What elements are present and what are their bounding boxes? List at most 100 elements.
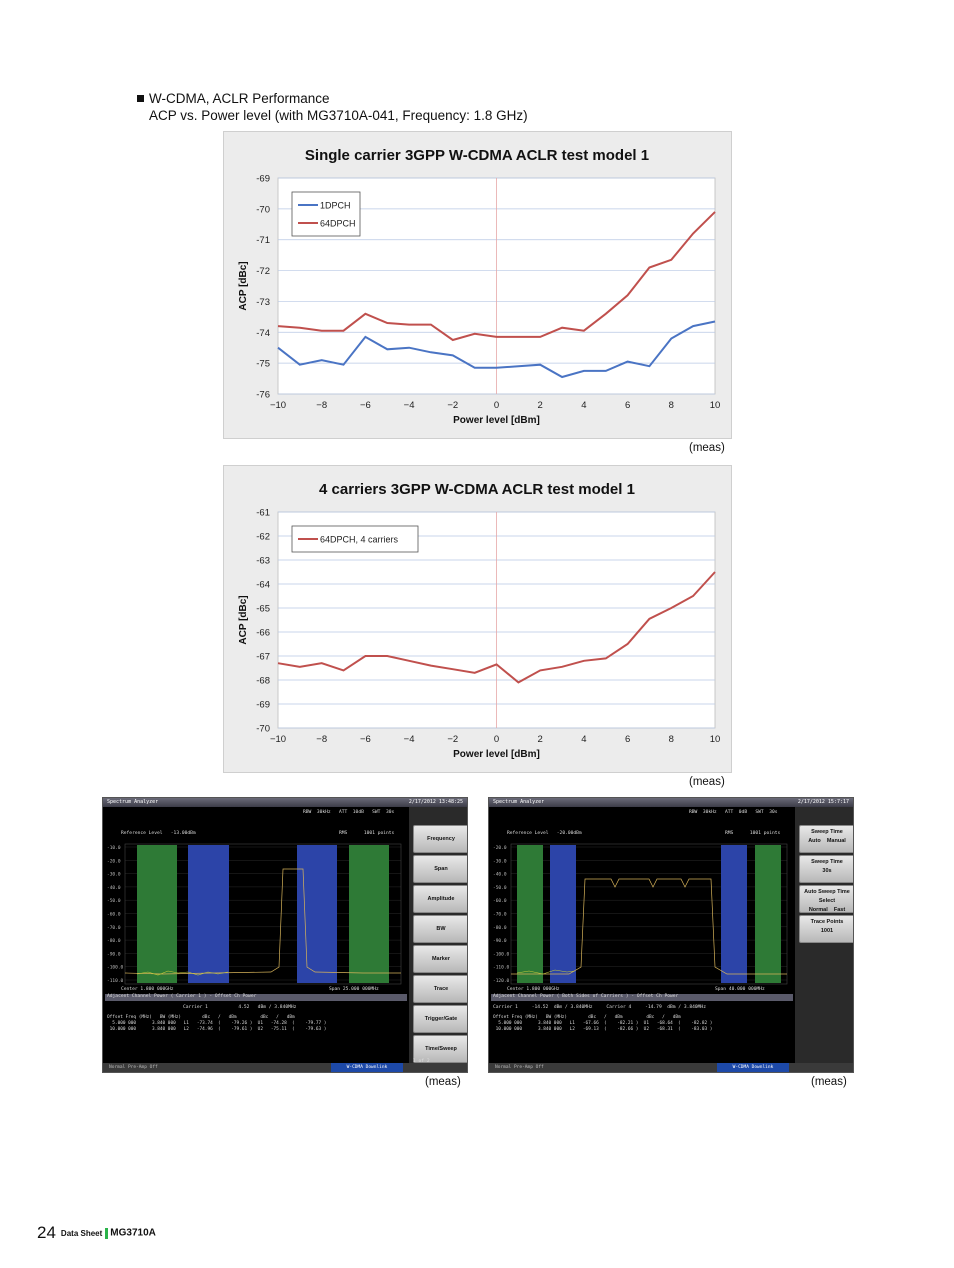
adjacent-channel-l2 [517, 845, 543, 983]
softkey-3[interactable]: Auto Sweep Time Select Normal Fast [799, 885, 853, 913]
spectrum-trace [124, 868, 401, 975]
series-line-0 [277, 320, 716, 379]
y-tick-label: -72 [256, 266, 270, 277]
screen-y-tick: -50.0 [107, 898, 121, 904]
caption-shot2: (meas) [811, 1076, 847, 1088]
screen-statusbar: Normal Pre-Amp Off W-CDMA Downlink [489, 1063, 853, 1072]
y-tick-label: -75 [256, 359, 270, 370]
page-number: 24 [37, 1223, 56, 1242]
screen-y-tick: -30.0 [107, 872, 121, 878]
y-tick-label: -68 [256, 676, 270, 687]
x-tick-label: −8 [316, 734, 327, 745]
screen-center: Center 1.800 000GHz [507, 987, 560, 992]
x-tick-label: 4 [581, 734, 586, 745]
x-tick-label: 10 [710, 400, 721, 411]
y-tick-label: -69 [256, 174, 270, 185]
screen-y-tick: -80.0 [493, 925, 507, 931]
softkey-1[interactable]: Frequency [413, 825, 467, 853]
x-tick-label: −4 [404, 734, 415, 745]
screen-y-tick: -100.0 [493, 951, 510, 957]
spectrum-trace-noise [516, 969, 576, 975]
softkey-1[interactable]: Sweep Time Auto Manual [799, 825, 853, 853]
result-title-bar: Adjacent Channel Power ( Both Sides of C… [491, 994, 793, 1001]
status-left: Normal Pre-Amp Off [109, 1065, 158, 1070]
softkey-4[interactable]: BW [413, 915, 467, 943]
screen-y-tick: -60.0 [107, 912, 121, 918]
x-tick-label: −10 [270, 734, 286, 745]
softkey-8[interactable]: Time/Sweep [413, 1035, 467, 1063]
x-tick-label: 2 [538, 734, 543, 745]
screen-y-tick: -110.0 [493, 965, 510, 971]
series-line-1 [277, 211, 716, 342]
y-tick-label: -63 [256, 556, 270, 567]
chart-single-carrier: Single carrier 3GPP W-CDMA ACLR test mod… [223, 131, 732, 439]
screen-title: Spectrum Analyzer [107, 799, 159, 805]
screen-y-tick: -40.0 [107, 885, 121, 891]
y-axis-label: ACP [dBc] [238, 261, 249, 310]
legend-label: 64DPCH [320, 219, 356, 229]
spectrum-trace [511, 878, 787, 975]
softkey-3[interactable]: Amplitude [413, 885, 467, 913]
section-heading: W-CDMA, ACLR Performance ACP vs. Power l… [137, 90, 528, 124]
screen-y-tick: -30.0 [493, 858, 507, 864]
caption-chart1: (meas) [689, 442, 725, 454]
screen-y-tick: -60.0 [493, 898, 507, 904]
x-tick-label: 0 [494, 734, 499, 745]
y-tick-label: -70 [256, 204, 270, 215]
status-standard: W-CDMA Downlink [331, 1063, 403, 1072]
bullet-square-icon [137, 95, 144, 102]
chart-single-carrier-svg: Single carrier 3GPP W-CDMA ACLR test mod… [238, 147, 721, 426]
softkey-2[interactable]: Span [413, 855, 467, 883]
screen-y-tick: -90.0 [107, 951, 121, 957]
x-axis-label: Power level [dBm] [453, 749, 540, 760]
result-title: Adjacent Channel Power ( Both Sides of C… [493, 994, 679, 999]
screen-y-tick: -100.0 [107, 965, 124, 971]
x-axis-label: Power level [dBm] [453, 415, 540, 426]
status-standard: W-CDMA Downlink [717, 1063, 789, 1072]
heading-subtitle: ACP vs. Power level (with MG3710A-041, F… [149, 108, 528, 123]
screen-datetime: 2/17/2012 15:7:17 [797, 799, 849, 805]
adjacent-channel-u1 [297, 845, 337, 983]
y-tick-label: -67 [256, 652, 270, 663]
screen-rms: RMS 1001 points [725, 831, 781, 836]
screen-y-tick: -70.0 [107, 925, 121, 931]
chart-title: 4 carriers 3GPP W-CDMA ACLR test model 1 [319, 481, 635, 498]
y-tick-label: -69 [256, 700, 270, 711]
screen-y-tick: -110.0 [107, 978, 124, 984]
screen-titlebar: Spectrum Analyzer 2/17/2012 15:7:17 [489, 798, 853, 807]
spectrum-trace-noise [136, 970, 229, 976]
legend-box [291, 191, 361, 237]
y-tick-label: -74 [256, 328, 270, 339]
x-tick-label: −4 [404, 400, 415, 411]
screen-y-tick: -90.0 [493, 938, 507, 944]
softkey-page-indicator: 1 of 2 [413, 1059, 430, 1064]
carrier-power: Carrier 1 -14.52 dBm / 3.840MHz Carrier … [493, 1005, 706, 1010]
green-bar-icon [105, 1227, 109, 1239]
spectrum-analyzer-screen-2: Spectrum Analyzer 2/17/2012 15:7:17 RBW 3… [488, 797, 854, 1073]
adjacent-channel-l2 [137, 845, 177, 983]
status-left: Normal Pre-Amp Off [495, 1065, 544, 1070]
page-footer: 24 Data Sheet MG3710A [37, 1223, 156, 1243]
softkey-6[interactable]: Trace [413, 975, 467, 1003]
screen-titlebar: Spectrum Analyzer 2/17/2012 13:48:25 [103, 798, 467, 807]
screen-center: Center 1.800 000GHz [121, 987, 174, 992]
softkey-4[interactable]: Trace Points 1001 [799, 915, 853, 943]
y-tick-label: -64 [256, 580, 270, 591]
adjacent-channel-u2 [755, 845, 781, 983]
chart-title: Single carrier 3GPP W-CDMA ACLR test mod… [305, 147, 649, 164]
adjacent-channel-l1 [550, 845, 576, 983]
softkey-5[interactable]: Marker [413, 945, 467, 973]
screen-title: Spectrum Analyzer [493, 799, 545, 805]
x-tick-label: 8 [669, 734, 674, 745]
spectrum-plot: -20.0 -30.0 -40.0 -50.0 -60.0 -70.0 -80.0 -90.0… [493, 843, 788, 985]
adjacent-channel-u1 [721, 845, 747, 983]
softkey-7[interactable]: Trigger/Gate [413, 1005, 467, 1033]
chart-four-carriers: 4 carriers 3GPP W-CDMA ACLR test model 1… [223, 465, 732, 773]
x-tick-label: −6 [360, 734, 371, 745]
softkey-2[interactable]: Sweep Time 30s [799, 855, 853, 883]
acp-result-table: Offset Freq (MHz) BW (MHz) dBc / dBm dBc… [493, 1015, 713, 1032]
x-tick-label: 2 [538, 400, 543, 411]
softkey-panel: Sweep Time Auto Manual Sweep Time 30s Auto… [795, 807, 853, 1063]
softkey-panel: Frequency Span Amplitude BW Marker Trace Trigg… [409, 807, 467, 1064]
screen-y-tick: -10.0 [107, 845, 121, 851]
